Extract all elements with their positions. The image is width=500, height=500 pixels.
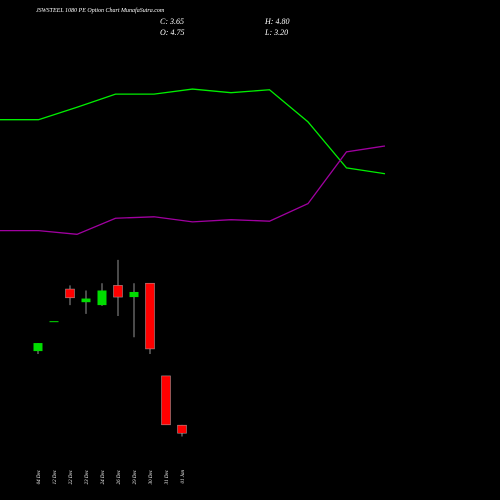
candle-body bbox=[161, 375, 171, 426]
info-close: C: 3.65 bbox=[160, 17, 184, 26]
x-tick-label: 01 Jan bbox=[181, 470, 186, 484]
info-high: H: 4.80 bbox=[264, 17, 289, 26]
x-tick-label: 26 Dec bbox=[117, 469, 122, 484]
info-open: O: 4.75 bbox=[160, 28, 184, 37]
candle-body bbox=[129, 291, 139, 298]
x-tick-label: 31 Dec bbox=[165, 469, 170, 484]
x-tick-label: 04 Dec bbox=[37, 469, 42, 484]
candle-body bbox=[113, 285, 123, 298]
indicator-line bbox=[0, 88, 386, 175]
x-tick-label: 29 Dec bbox=[133, 469, 138, 484]
candle-body bbox=[49, 321, 59, 323]
x-tick-label: 23 Dec bbox=[85, 469, 90, 484]
candle-body bbox=[65, 288, 75, 299]
candle-body bbox=[97, 290, 107, 306]
candle-body bbox=[145, 282, 155, 350]
chart-title: JSWSTEEL 1080 PE Option Chart MunafaSutr… bbox=[36, 7, 165, 14]
info-low: L: 3.20 bbox=[264, 28, 288, 37]
candle-body bbox=[33, 343, 43, 352]
x-tick-label: 12 Dec bbox=[53, 469, 58, 484]
candle-body bbox=[177, 424, 187, 434]
x-tick-label: 30 Dec bbox=[149, 469, 154, 484]
indicator-line bbox=[0, 145, 386, 235]
x-tick-label: 22 Dec bbox=[69, 469, 74, 484]
x-tick-label: 24 Dec bbox=[101, 469, 106, 484]
candle-body bbox=[81, 298, 91, 303]
